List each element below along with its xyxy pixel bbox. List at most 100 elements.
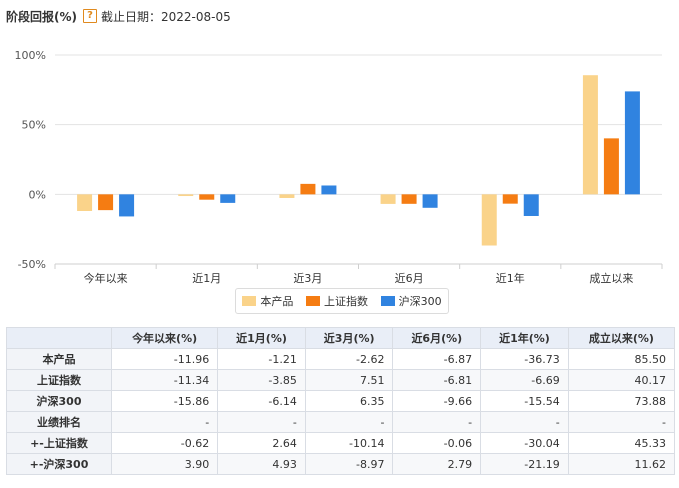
table-cell: -21.19 (480, 453, 569, 475)
table-row: 本产品 -11.96 -1.21 -2.62 -6.87 -36.73 85.5… (6, 348, 676, 370)
table-row: 沪深300 -15.86 -6.14 6.35 -9.66 -15.54 73.… (6, 390, 676, 412)
table-cell: -11.96 (110, 348, 219, 370)
table-cell: -10.14 (304, 432, 394, 454)
row-label: +-沪深300 (6, 453, 112, 475)
row-label: 上证指数 (6, 369, 112, 391)
row-label: 本产品 (6, 348, 112, 370)
row-label: +-上证指数 (6, 432, 112, 454)
table-cell: -1.21 (217, 348, 306, 370)
legend-label: 上证指数 (323, 295, 368, 308)
table-row: 业绩排名 - - - - - - (6, 411, 676, 433)
y-tick-label: 100% (15, 49, 46, 62)
legend-label: 本产品 (260, 295, 294, 308)
bar (321, 185, 337, 195)
legend-swatch (242, 296, 257, 306)
table-cell: 3.90 (110, 453, 219, 475)
column-header: 成立以来(%) (567, 327, 676, 349)
column-header: 近3月(%) (304, 327, 394, 349)
legend-swatch (305, 296, 320, 306)
x-tick-label: 近1月 (192, 272, 221, 285)
table-row: +-上证指数 -0.62 2.64 -10.14 -0.06 -30.04 45… (6, 432, 676, 454)
x-tick-label: 近6月 (395, 272, 424, 285)
table-cell: -2.62 (304, 348, 394, 370)
bar (422, 194, 438, 208)
table-cell: 11.62 (567, 453, 676, 475)
table-cell: -30.04 (480, 432, 569, 454)
bar (77, 194, 93, 211)
table-cell: 85.50 (567, 348, 676, 370)
table-cell: 7.51 (304, 369, 394, 391)
column-header: 近6月(%) (392, 327, 482, 349)
table-cell: - (392, 411, 482, 433)
cutoff-date: 截止日期：2022-08-05 (101, 9, 231, 24)
legend-item-csi300[interactable]: 沪深300 (380, 293, 442, 309)
table-cell: - (110, 411, 219, 433)
table-cell: -0.06 (392, 432, 482, 454)
bar (624, 91, 640, 195)
table-cell: -6.81 (392, 369, 482, 391)
table-cell: -8.97 (304, 453, 394, 475)
table-cell: -0.62 (110, 432, 219, 454)
stage-return-bar-chart: -50% 0% 50% 100% 今年以来 近1月 近3月 近6月 近1年 成立以来 (15, 49, 663, 285)
table-cell: -15.86 (110, 390, 219, 412)
table-cell: 2.79 (392, 453, 482, 475)
bar (582, 75, 598, 195)
column-header: 今年以来(%) (110, 327, 219, 349)
table-cell: -15.54 (480, 390, 569, 412)
bar (98, 194, 114, 211)
table-cell: -3.85 (217, 369, 306, 391)
legend-label: 沪深300 (398, 295, 442, 308)
column-header: 近1月(%) (217, 327, 306, 349)
section-header: 阶段回报(%) ? 截止日期：2022-08-05 (6, 6, 231, 26)
table-cell: -6.87 (392, 348, 482, 370)
table-cell: 73.88 (567, 390, 676, 412)
column-header (6, 327, 112, 349)
legend-item-shanghai-index[interactable]: 上证指数 (305, 293, 368, 309)
table-cell: 40.17 (567, 369, 676, 391)
legend-item-product[interactable]: 本产品 (242, 293, 293, 309)
table-cell: 45.33 (567, 432, 676, 454)
table-row: +-沪深300 3.90 4.93 -8.97 2.79 -21.19 11.6… (6, 453, 676, 475)
row-label: 沪深300 (6, 390, 112, 412)
x-tick-label: 今年以来 (84, 271, 128, 285)
table-cell: - (304, 411, 394, 433)
y-tick-label: 0% (29, 188, 46, 201)
y-tick-label: 50% (22, 119, 46, 132)
bar (523, 194, 539, 216)
table-cell: 4.93 (217, 453, 306, 475)
performance-table: 今年以来(%) 近1月(%) 近3月(%) 近6月(%) 近1年(%) 成立以来… (6, 327, 676, 475)
chart-legend: 本产品 上证指数 沪深300 (235, 288, 449, 314)
bar (603, 138, 619, 195)
x-tick-label: 近3月 (293, 272, 322, 285)
table-cell: -11.34 (110, 369, 219, 391)
bar (279, 194, 295, 198)
bar (220, 194, 236, 203)
bar (502, 194, 518, 204)
table-cell: 6.35 (304, 390, 394, 412)
x-tick-label: 近1年 (496, 271, 525, 285)
table-row: 上证指数 -11.34 -3.85 7.51 -6.81 -6.69 40.17 (6, 369, 676, 391)
bar (199, 194, 215, 200)
table-cell: - (567, 411, 676, 433)
bar (401, 194, 417, 204)
legend-swatch (380, 296, 395, 306)
help-icon[interactable]: ? (83, 9, 97, 23)
table-cell: - (217, 411, 306, 433)
column-header: 近1年(%) (480, 327, 569, 349)
bar (380, 194, 396, 204)
table-cell: -6.14 (217, 390, 306, 412)
table-cell: -6.69 (480, 369, 569, 391)
bar (178, 194, 194, 197)
table-cell: -9.66 (392, 390, 482, 412)
table-cell: 2.64 (217, 432, 306, 454)
table-header-row: 今年以来(%) 近1月(%) 近3月(%) 近6月(%) 近1年(%) 成立以来… (6, 327, 676, 349)
bar (300, 183, 316, 195)
table-cell: -36.73 (480, 348, 569, 370)
y-tick-label: -50% (18, 258, 46, 271)
x-tick-label: 成立以来 (589, 271, 633, 285)
row-label: 业绩排名 (6, 411, 112, 433)
bar (119, 194, 135, 217)
bar (481, 194, 497, 246)
section-title: 阶段回报(%) (6, 9, 77, 24)
table-cell: - (480, 411, 569, 433)
